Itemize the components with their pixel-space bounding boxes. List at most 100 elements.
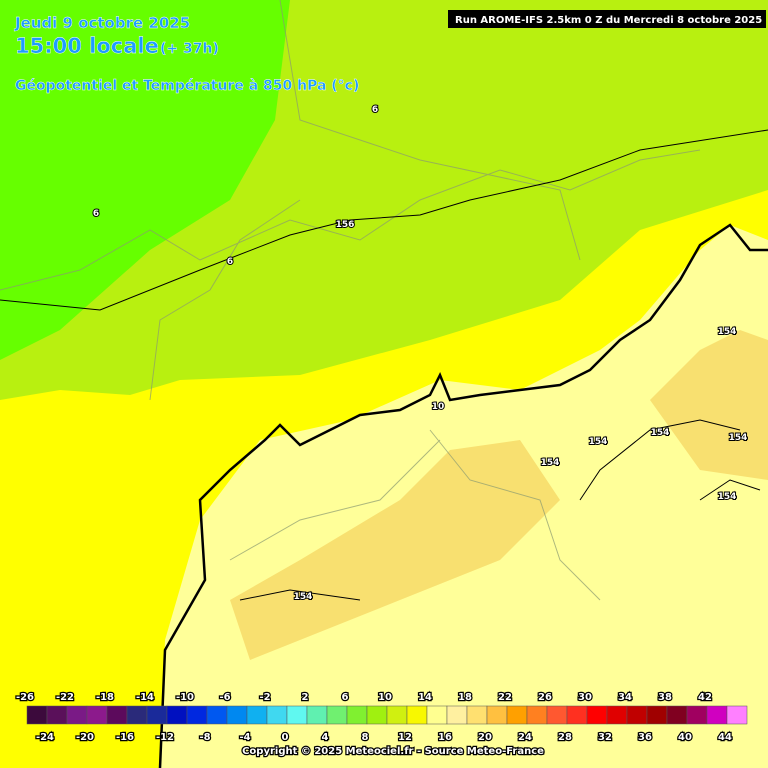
legend-swatch <box>166 705 188 725</box>
lead: (+ 37h) <box>160 41 219 57</box>
legend-swatch <box>566 705 588 725</box>
legend-label: -16 <box>116 732 134 743</box>
run-box <box>448 10 766 28</box>
legend-label: -18 <box>96 692 114 703</box>
date: Jeudi 9 octobre 2025 <box>14 14 190 32</box>
legend-swatch <box>326 705 348 725</box>
legend-swatch <box>186 705 208 725</box>
legend-label: 42 <box>698 692 712 703</box>
contour-label: 154 <box>651 428 670 438</box>
legend-label: 8 <box>362 732 369 743</box>
legend-swatch <box>466 705 488 725</box>
contour-label: 154 <box>541 458 560 468</box>
legend-swatch <box>226 705 248 725</box>
legend-swatch <box>546 705 568 725</box>
legend-label: 16 <box>438 732 452 743</box>
legend-swatch <box>26 705 48 725</box>
legend: -26 -22 -18 -14 -10 -6 -2 2 6 10 14 18 22 26 30 34 38 42-… <box>15 691 748 744</box>
legend-label: 24 <box>518 732 532 743</box>
legend-label: -14 <box>136 692 154 703</box>
legend-swatch <box>46 705 68 725</box>
legend-swatch <box>506 705 528 725</box>
legend-swatch <box>586 705 608 725</box>
legend-swatch <box>606 705 628 725</box>
legend-swatch <box>446 705 468 725</box>
contour-label: 6 <box>372 105 378 115</box>
legend-swatch <box>406 705 428 725</box>
legend-label: -26 <box>16 692 34 703</box>
legend-label: 4 <box>322 732 329 743</box>
legend-swatch <box>346 705 368 725</box>
legend-label: 6 <box>342 692 349 703</box>
legend-swatch <box>646 705 668 725</box>
field: Géopotentiel et Température à 850 hPa (°… <box>15 78 359 94</box>
legend-label: -12 <box>156 732 174 743</box>
legend-label: -6 <box>219 692 230 703</box>
legend-label: 36 <box>638 732 652 743</box>
contour-labels: 6 6 6 156 10 154 154 154 154 154 154 154 <box>92 104 749 603</box>
contour-10 <box>158 223 768 768</box>
legend-label: 22 <box>498 692 512 703</box>
contour-label: 154 <box>589 437 608 447</box>
contour-label: 154 <box>718 492 737 502</box>
legend-label: 2 <box>302 692 309 703</box>
legend-swatch <box>246 705 268 725</box>
legend-label: 18 <box>458 692 472 703</box>
legend-label: -10 <box>176 692 194 703</box>
contour-label: 154 <box>718 327 737 337</box>
legend-label: 14 <box>418 692 432 703</box>
legend-swatch <box>146 705 168 725</box>
contour-156 <box>0 129 768 311</box>
legend-label: 20 <box>478 732 492 743</box>
legend-swatch <box>206 705 228 725</box>
legend-label: 44 <box>718 732 732 743</box>
contour-label: 10 <box>432 402 445 412</box>
legend-swatch <box>66 705 88 725</box>
legend-swatch <box>266 705 288 725</box>
legend-swatch <box>286 705 308 725</box>
legend-swatch <box>126 705 148 725</box>
legend-label: -20 <box>76 732 94 743</box>
contour-label: 154 <box>729 433 748 443</box>
legend-label: 28 <box>558 732 572 743</box>
legend-label: -24 <box>36 732 54 743</box>
legend-label: 26 <box>538 692 552 703</box>
legend-swatch <box>706 705 728 725</box>
copyright: Copyright © 2025 Meteociel.fr - Source M… <box>242 746 544 757</box>
legend-label: -8 <box>199 732 210 743</box>
contour-154 <box>239 419 761 601</box>
legend-swatch <box>726 705 748 725</box>
legend-label: 30 <box>578 692 592 703</box>
run-label: Run AROME-IFS 2.5km 0 Z du Mercredi 8 oc… <box>455 15 762 26</box>
map-green <box>0 0 290 360</box>
legend-swatch <box>386 705 408 725</box>
legend-swatch <box>366 705 388 725</box>
legend-swatch <box>86 705 108 725</box>
legend-label: 32 <box>598 732 612 743</box>
legend-label: 0 <box>282 732 289 743</box>
legend-swatch <box>306 705 328 725</box>
legend-swatch <box>106 705 128 725</box>
time: 15:00 locale <box>15 34 159 58</box>
legend-label: 40 <box>678 732 692 743</box>
border <box>0 0 701 601</box>
contour-label: 6 <box>93 209 99 219</box>
legend-swatch <box>526 705 548 725</box>
map-warm <box>650 330 768 480</box>
legend-label: 10 <box>378 692 392 703</box>
contour-label: 154 <box>294 592 313 602</box>
legend-label: 34 <box>618 692 632 703</box>
legend-swatch <box>666 705 688 725</box>
legend-label: 12 <box>398 732 412 743</box>
legend-label: 38 <box>658 692 672 703</box>
contour-label: 6 <box>227 257 233 267</box>
legend-swatch <box>626 705 648 725</box>
legend-swatch <box>686 705 708 725</box>
contour-label: 156 <box>336 220 355 230</box>
legend-label: -2 <box>259 692 270 703</box>
legend-label: -4 <box>239 732 250 743</box>
map-warm <box>230 440 560 660</box>
legend-label: -22 <box>56 692 74 703</box>
